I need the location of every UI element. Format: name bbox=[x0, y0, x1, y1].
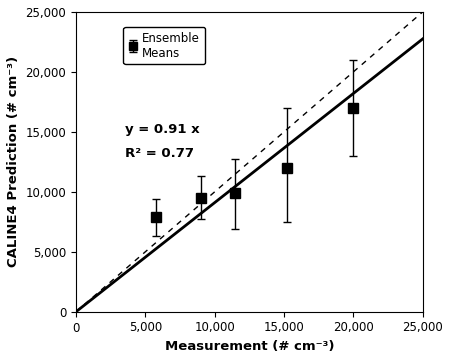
X-axis label: Measurement (# cm⁻³): Measurement (# cm⁻³) bbox=[165, 340, 334, 353]
Text: y = 0.91 x: y = 0.91 x bbox=[125, 123, 199, 136]
Y-axis label: CALINE4 Prediction (# cm⁻³): CALINE4 Prediction (# cm⁻³) bbox=[7, 56, 20, 267]
Legend: Ensemble
Means: Ensemble Means bbox=[123, 27, 205, 64]
Text: R² = 0.77: R² = 0.77 bbox=[125, 147, 194, 160]
